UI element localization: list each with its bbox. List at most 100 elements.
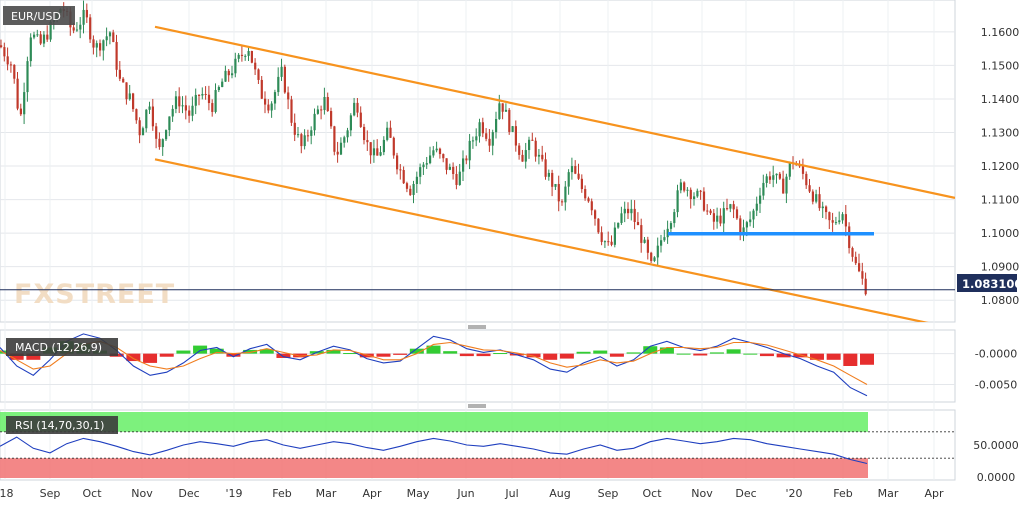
candle-body: [128, 93, 131, 100]
candle-body: [465, 158, 468, 161]
pane-resize-handle[interactable]: [468, 325, 486, 329]
candle-body: [135, 109, 138, 121]
time-tick-label: Jul: [504, 487, 518, 500]
candle-body: [818, 194, 821, 209]
candle-body: [594, 210, 597, 219]
candle-body: [603, 241, 607, 243]
candle-body: [82, 9, 85, 25]
candle-body: [498, 103, 501, 119]
candle-body: [729, 204, 732, 209]
macd-histogram-bar: [326, 349, 341, 354]
pane-resize-handle-2[interactable]: [468, 404, 486, 408]
macd-label-badge: [6, 338, 118, 356]
candle-body: [432, 150, 435, 156]
candle-body: [848, 226, 851, 249]
candle-body: [204, 93, 207, 95]
candle-body: [402, 170, 405, 184]
main-grid: [0, 31, 955, 301]
candle-body: [392, 137, 395, 156]
candle-body: [23, 92, 26, 115]
rsi-tick-label: 0.0000: [977, 471, 1016, 484]
candle-body: [504, 109, 508, 112]
time-tick-label: Apr: [924, 487, 944, 500]
macd-histogram-bar: [493, 353, 508, 355]
candle-body: [138, 120, 141, 136]
candle-body: [524, 150, 527, 162]
macd-histogram-bar: [9, 353, 24, 360]
candle-body: [306, 135, 310, 137]
candle-body: [735, 209, 739, 219]
candle-body: [706, 210, 709, 212]
price-tick-label: 1.1600: [981, 26, 1020, 39]
candle-body: [13, 64, 16, 79]
candle-body: [462, 158, 465, 172]
candle-body: [722, 208, 725, 224]
candle-body: [277, 76, 280, 93]
macd-histogram-bar: [143, 353, 158, 363]
candle-body: [188, 110, 191, 116]
candle-body: [36, 34, 39, 36]
candle-body: [250, 51, 253, 63]
candle-body: [577, 173, 580, 179]
macd-histogram-bar: [376, 353, 391, 357]
candle-body: [775, 173, 778, 176]
candle-body: [627, 208, 630, 214]
candle-body: [148, 106, 151, 110]
macd-histogram-bar: [809, 353, 824, 360]
candle-body: [683, 182, 686, 191]
candle-body: [42, 34, 46, 44]
current-price-tag: [957, 274, 1017, 292]
candle-body: [749, 219, 752, 223]
candle-body: [353, 102, 356, 116]
candle-body: [844, 214, 847, 227]
candle-body: [0, 45, 3, 48]
candle-body: [339, 142, 343, 155]
time-tick-label: Jun: [456, 487, 474, 500]
price-tick-label: 1.0900: [981, 261, 1020, 274]
time-tick-label: Dec: [735, 487, 756, 500]
candle-body: [115, 41, 118, 70]
candle-body: [145, 109, 148, 129]
candle-body: [620, 213, 623, 223]
macd-histogram-bar: [159, 353, 174, 357]
candle-body: [514, 126, 517, 146]
candle-body: [122, 78, 125, 83]
candle-body: [551, 172, 554, 187]
candle-body: [369, 142, 372, 156]
candle-body: [613, 227, 616, 245]
candle-body: [260, 79, 263, 99]
macd-histogram-bar: [659, 347, 674, 354]
candle-body: [726, 208, 729, 210]
candle-body: [217, 87, 220, 91]
candle-body: [541, 154, 544, 160]
candle-body: [442, 154, 445, 159]
candle-body: [607, 241, 610, 243]
macd-histogram-bar: [176, 350, 191, 354]
candle-body: [854, 256, 857, 264]
channel-upper-line: [154, 25, 955, 199]
macd-histogram-bar: [576, 351, 591, 354]
candle-body: [346, 130, 349, 138]
candle-body: [92, 39, 95, 48]
candle-body: [264, 98, 267, 105]
candle-body: [643, 239, 646, 243]
candle-body: [389, 127, 392, 138]
candle-body: [386, 127, 389, 140]
candle-body: [587, 198, 590, 202]
candle-body: [765, 176, 768, 183]
candle-body: [561, 201, 564, 203]
main-plot-bg: [0, 0, 956, 323]
candle-body: [782, 178, 785, 194]
time-tick-label: Sep: [40, 487, 61, 500]
candle-body: [554, 183, 557, 187]
candle-body: [198, 94, 201, 96]
candle-body: [85, 9, 88, 18]
candle-body: [224, 70, 227, 82]
candle-body: [323, 97, 326, 111]
candle-body: [151, 106, 154, 127]
candle-body: [237, 54, 240, 59]
macd-histogram-bar: [209, 348, 224, 354]
candle-body: [108, 32, 112, 37]
rsi-label: RSI (14,70,30,1): [15, 419, 104, 432]
macd-histogram-bar: [343, 353, 358, 355]
